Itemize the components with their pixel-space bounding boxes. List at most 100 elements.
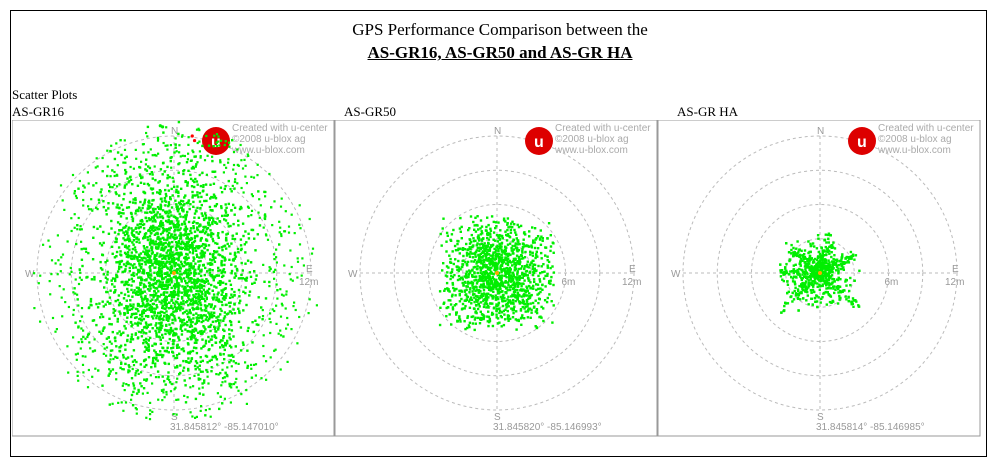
data-point <box>247 326 250 330</box>
data-point <box>536 247 540 250</box>
data-point <box>233 253 237 257</box>
data-point <box>463 320 466 323</box>
data-point <box>233 237 237 241</box>
data-point <box>469 247 472 251</box>
data-point <box>190 266 193 269</box>
data-point <box>210 358 213 362</box>
data-point <box>152 241 155 244</box>
data-point <box>487 238 491 241</box>
data-point <box>127 254 131 258</box>
data-point <box>169 249 172 252</box>
data-point <box>243 243 246 246</box>
data-point <box>170 166 173 169</box>
data-point <box>230 353 234 357</box>
data-point <box>60 256 63 259</box>
data-point <box>530 293 533 297</box>
data-point <box>140 331 143 334</box>
data-point <box>172 331 175 335</box>
data-point <box>236 247 240 251</box>
data-point <box>134 266 138 269</box>
data-point <box>140 262 144 266</box>
data-point <box>527 308 530 312</box>
data-point <box>83 186 86 189</box>
data-point <box>230 272 233 275</box>
data-point <box>138 317 142 320</box>
data-point <box>204 214 208 217</box>
data-point <box>129 320 133 324</box>
data-point <box>512 248 515 251</box>
data-point <box>478 243 481 246</box>
data-point <box>102 273 105 276</box>
data-point <box>113 231 117 234</box>
data-point <box>497 301 501 305</box>
data-point <box>159 280 162 284</box>
data-point <box>163 396 166 399</box>
data-point <box>469 215 473 218</box>
data-point <box>118 194 121 197</box>
data-point <box>546 264 549 267</box>
data-point <box>260 377 263 380</box>
data-point <box>167 283 170 286</box>
data-point <box>61 315 64 318</box>
data-point <box>449 261 453 264</box>
data-point <box>511 244 514 248</box>
data-point <box>217 281 220 284</box>
data-point <box>137 226 140 230</box>
data-point <box>510 295 513 298</box>
data-point <box>458 278 462 281</box>
data-point <box>193 274 196 277</box>
data-point <box>193 334 196 337</box>
data-point <box>119 215 123 218</box>
data-point <box>224 323 227 327</box>
data-point <box>129 263 132 266</box>
data-point <box>440 244 443 247</box>
data-point <box>128 237 131 240</box>
data-point <box>173 287 177 290</box>
data-point <box>101 170 104 173</box>
data-point <box>177 306 180 309</box>
data-point <box>278 220 281 223</box>
data-point <box>794 294 798 297</box>
data-point <box>145 348 148 351</box>
data-point <box>230 329 234 332</box>
data-point <box>541 283 544 286</box>
data-point <box>521 282 524 285</box>
data-point <box>120 211 123 215</box>
data-point <box>187 369 190 372</box>
data-point <box>156 280 159 283</box>
data-point <box>168 332 171 336</box>
data-point <box>529 270 532 273</box>
data-point <box>150 203 154 206</box>
data-point <box>231 295 234 299</box>
data-point <box>186 324 189 327</box>
data-point <box>491 276 494 279</box>
data-point <box>209 252 212 256</box>
data-point <box>481 294 484 297</box>
data-point <box>132 384 136 387</box>
data-point <box>265 234 268 237</box>
data-point <box>495 245 498 248</box>
data-point <box>782 279 785 283</box>
data-point <box>146 308 149 311</box>
data-point <box>159 342 163 345</box>
data-point <box>81 363 85 366</box>
data-point <box>135 256 139 259</box>
data-point <box>111 349 114 352</box>
data-point <box>193 247 197 250</box>
data-point <box>519 276 523 279</box>
data-point <box>159 204 163 208</box>
data-point <box>175 203 178 206</box>
data-point <box>113 170 116 174</box>
data-point <box>185 248 188 251</box>
data-point <box>489 288 492 292</box>
data-point <box>168 262 171 265</box>
data-point <box>492 307 496 310</box>
data-point <box>159 197 163 201</box>
data-point <box>228 382 231 386</box>
data-point <box>95 182 98 185</box>
data-point <box>253 363 256 366</box>
data-point <box>185 237 188 240</box>
data-point <box>250 209 254 212</box>
data-point <box>494 279 497 283</box>
data-point <box>549 234 552 237</box>
